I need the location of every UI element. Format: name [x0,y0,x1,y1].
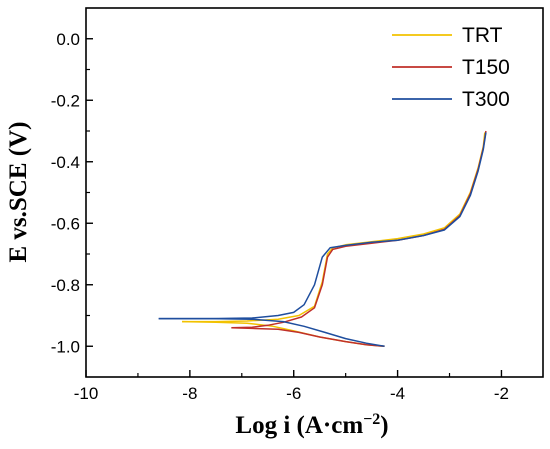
x-tick-label: -8 [182,384,197,403]
y-tick-labels: 0.0 -0.2 -0.4 -0.6 -0.8 -1.0 [51,30,80,357]
x-axis-title: Log i (A·cm−2) [235,411,388,439]
x-tick-label: -2 [494,384,509,403]
x-tick-labels: -10 -8 -6 -4 -2 [74,384,509,403]
y-tick-label: -0.4 [51,153,80,172]
series-trt-anodic-line [182,132,486,323]
series-t300-anodic-line [158,132,487,320]
y-tick-label: -0.8 [51,276,80,295]
legend-label-t300: T300 [462,88,510,111]
legend: TRT T150 T300 [392,24,510,111]
y-tick-label: 0.0 [56,30,80,49]
y-tick-label: -0.2 [51,91,80,110]
x-tick-label: -6 [286,384,301,403]
series-t150-cathodic-line [231,327,385,348]
legend-label-trt: TRT [462,24,503,47]
x-tick-label: -4 [390,384,405,403]
x-tick-label: -10 [74,384,99,403]
series-t150-anodic-line [231,130,487,329]
axis-ticks [85,38,503,377]
legend-label-t150: T150 [462,56,510,79]
y-tick-label: -0.6 [51,214,80,233]
series-layer [158,130,487,348]
y-axis-title: E vs.SCE (V) [5,122,32,263]
y-tick-label: -1.0 [51,337,80,356]
